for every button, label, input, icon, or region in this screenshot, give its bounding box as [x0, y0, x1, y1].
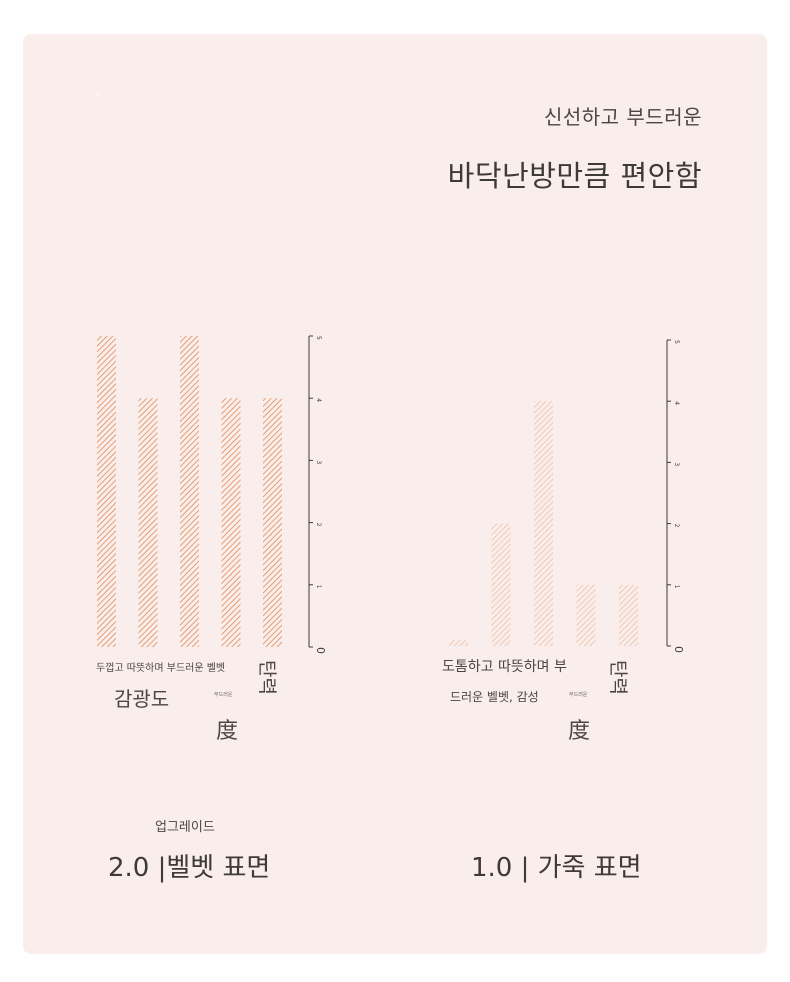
velvet-tick-label-4: 4 [315, 398, 322, 402]
leather-label-line1: 도톰하고 따뜻하며 부 [442, 659, 567, 675]
leather-bar-4 [619, 584, 638, 646]
velvet-tick-label-3: 3 [315, 460, 322, 464]
leather-label-tiny: 부드러운 [569, 692, 588, 698]
velvet-title: 2.0 |벨벳 표면 [108, 853, 271, 883]
velvet-bar-0 [97, 336, 116, 647]
velvet-bar-3 [221, 398, 241, 647]
leather-chart-plot: 0 1 2 3 4 5 [449, 339, 685, 653]
velvet-tick-label-1: 1 [315, 585, 322, 589]
velvet-bar-4 [263, 398, 282, 647]
velvet-tick-label-2: 2 [315, 523, 322, 527]
leather-bar-1 [491, 523, 511, 646]
leather-bar-2 [534, 401, 553, 646]
velvet-tick-label-5: 5 [315, 336, 322, 340]
leather-tick-label-2: 2 [673, 524, 680, 528]
sub-heading: 신선하고 부드러운 [543, 105, 702, 129]
velvet-label-tiny: 부드러운 [214, 692, 233, 698]
leather-chart: 0 1 2 3 4 5 [430, 330, 710, 660]
leather-tick-label-1: 1 [673, 585, 680, 589]
velvet-label-vertical: 탄력 [256, 660, 278, 695]
leather-tick-label-3: 3 [673, 462, 680, 466]
leather-tick-label-5: 5 [673, 340, 680, 344]
velvet-label-han: 度 [216, 719, 239, 744]
main-heading: 바닥난방만큼 편안함 [447, 159, 702, 193]
velvet-label-line1: 두껍고 따뜻하며 부드러운 벨벳 [96, 663, 226, 674]
leather-label-vertical: 탄력 [607, 660, 629, 695]
quote-mark: " [95, 92, 100, 102]
velvet-label-line2: 감광도 [114, 687, 170, 711]
leather-title: 1.0 | 가죽 표면 [471, 853, 642, 883]
velvet-bar-2 [180, 336, 199, 647]
velvet-tick-label-0: 0 [314, 647, 327, 654]
velvet-chart: 0 1 2 3 4 5 [78, 325, 348, 660]
leather-tick-label-4: 4 [673, 401, 680, 405]
velvet-bar-1 [138, 398, 158, 647]
leather-bar-3 [576, 584, 596, 646]
leather-bar-0 [449, 639, 468, 646]
leather-label-han: 度 [568, 719, 591, 744]
upgrade-label: 업그레이드 [155, 820, 215, 835]
leather-label-line2: 드러운 벨벳, 감성 [450, 690, 539, 704]
leather-tick-label-0: 0 [672, 646, 685, 653]
velvet-chart-plot: 0 1 2 3 4 5 [97, 335, 327, 654]
